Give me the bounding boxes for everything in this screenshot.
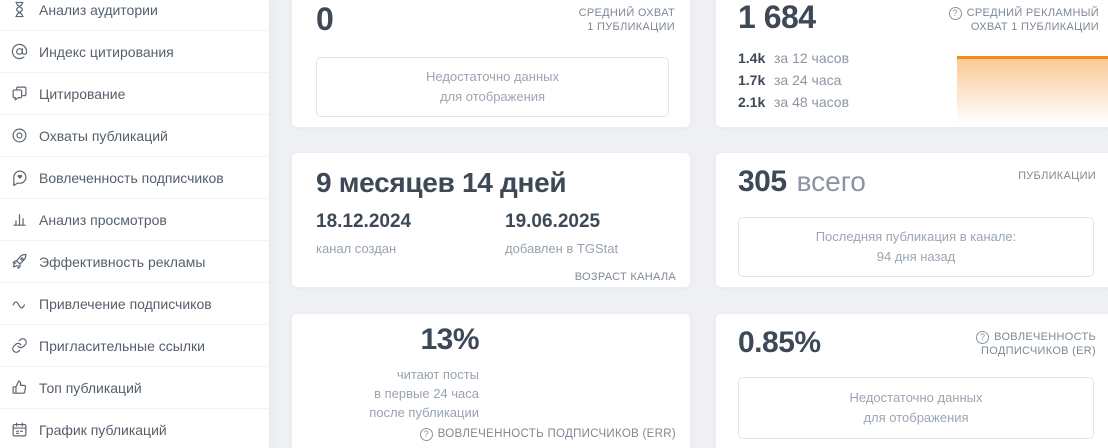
card-engagement-err: 13% читают посты в первые 24 часа после … (291, 313, 691, 448)
channel-created-date: 18.12.2024 (316, 211, 412, 232)
chats-icon (11, 85, 28, 102)
calendar-icon (11, 421, 28, 438)
at-sign-icon (11, 43, 28, 60)
ad-reach-row-24h: 1.7k за 24 часа (738, 72, 842, 88)
sidebar-item-subscriber-engagement[interactable]: Вовлеченность подписчиков (0, 157, 269, 199)
ad-reach-label: ? СРЕДНИЙ РЕКЛАМНЫЙ ОХВАТ 1 ПУБЛИКАЦИИ (948, 6, 1099, 34)
err-footer-label: ВОВЛЕЧЕННОСТЬ ПОДПИСЧИКОВ (ERR) (437, 428, 676, 440)
sidebar-item-label: Вовлеченность подписчиков (39, 169, 224, 186)
card-publications: 305 всего ПУБЛИКАЦИИ Последняя публикаци… (715, 152, 1108, 288)
sidebar-item-ad-effectiveness[interactable]: Эффективность рекламы (0, 241, 269, 283)
ad-reach-breakdown: 1.4k за 12 часов 1.7k за 24 часа 2.1k за… (738, 50, 849, 116)
sidebar-item-publication-schedule[interactable]: График публикаций (0, 409, 269, 448)
ad-reach-row-48h: 2.1k за 48 часов (738, 94, 850, 110)
er-value: 0.85% (738, 326, 821, 359)
channel-created-caption: канал создан (316, 241, 397, 256)
ad-reach-value: 1 684 (738, 0, 816, 35)
sidebar-item-publication-reach[interactable]: Охваты публикаций (0, 115, 269, 157)
err-footer: ? ВОВЛЕЧЕННОСТЬ ПОДПИСЧИКОВ (ERR) (419, 427, 676, 441)
card-average-ad-reach: 1 684 ? СРЕДНИЙ РЕКЛАМНЫЙ ОХВАТ 1 ПУБЛИК… (715, 0, 1108, 128)
no-data-placeholder: Недостаточно данных для отображения (316, 57, 669, 117)
average-reach-label: СРЕДНИЙ ОХВАТ 1 ПУБЛИКАЦИИ (578, 7, 675, 33)
sidebar-item-citation-index[interactable]: Индекс цитирования (0, 31, 269, 73)
help-icon[interactable]: ? (948, 6, 962, 20)
sidebar-item-label: Пригласительные ссылки (39, 337, 205, 354)
link-icon (11, 337, 28, 354)
sidebar-item-views-analysis[interactable]: Анализ просмотров (0, 199, 269, 241)
last-publication-info-box: Последняя публикация в канале: 94 дня на… (738, 217, 1094, 277)
sidebar-item-label: Топ публикаций (39, 379, 142, 396)
err-value-block: 13% читают посты в первые 24 часа после … (369, 325, 479, 422)
bar-chart-icon (11, 211, 28, 228)
err-caption: читают посты в первые 24 часа после публ… (369, 367, 479, 420)
no-data-placeholder: Недостаточно данных для отображения (738, 377, 1094, 439)
sidebar-item-top-publications[interactable]: Топ публикаций (0, 367, 269, 409)
sidebar-item-subscriber-acquisition[interactable]: Привлечение подписчиков (0, 283, 269, 325)
help-icon[interactable]: ? (419, 427, 433, 441)
eye-icon (11, 127, 28, 144)
sidebar-item-label: Охваты публикаций (39, 127, 168, 144)
channel-added-block: 19.06.2025 добавлен в TGStat (505, 211, 618, 256)
card-average-reach: 0 СРЕДНИЙ ОХВАТ 1 ПУБЛИКАЦИИ Недостаточн… (291, 0, 691, 128)
card-engagement-er: 0.85% ? ВОВЛЕЧЕННОСТЬ ПОДПИСЧИКОВ (ER) Н… (715, 313, 1108, 448)
channel-added-date: 19.06.2025 (505, 211, 601, 232)
help-icon[interactable]: ? (976, 330, 990, 344)
sidebar-item-label: Анализ аудитории (39, 1, 158, 18)
heart-chat-icon (11, 169, 28, 186)
ad-reach-row-12h: 1.4k за 12 часов (738, 50, 850, 66)
err-value: 13% (420, 323, 479, 356)
ad-reach-chart (957, 56, 1108, 124)
publications-total-value: 305 (738, 165, 787, 198)
er-label: ? ВОВЛЕЧЕННОСТЬ ПОДПИСЧИКОВ (ER) (976, 330, 1096, 358)
channel-age-footer-label: ВОЗРАСТ КАНАЛА (574, 271, 676, 283)
sidebar: Анализ аудитории Индекс цитирования Цити… (0, 0, 270, 448)
trend-icon (11, 295, 28, 312)
average-reach-value: 0 (316, 1, 334, 37)
sidebar-item-label: График публикаций (39, 421, 167, 438)
sidebar-item-label: Анализ просмотров (39, 211, 167, 228)
sidebar-item-label: Эффективность рекламы (39, 253, 206, 270)
thumbs-up-icon (11, 379, 28, 396)
publications-total-suffix: всего (796, 166, 866, 197)
sidebar-item-invite-links[interactable]: Пригласительные ссылки (0, 325, 269, 367)
card-channel-age: 9 месяцев 14 дней 18.12.2024 канал созда… (291, 152, 691, 288)
channel-added-caption: добавлен в TGStat (505, 241, 619, 256)
sidebar-item-label: Индекс цитирования (39, 43, 174, 60)
publications-value-line: 305 всего (738, 166, 866, 198)
hourglass-icon (11, 1, 28, 18)
sidebar-item-citations[interactable]: Цитирование (0, 73, 269, 115)
channel-created-block: 18.12.2024 канал создан (316, 211, 411, 256)
rocket-icon (11, 253, 28, 270)
sidebar-item-label: Привлечение подписчиков (39, 295, 212, 312)
sidebar-menu: Анализ аудитории Индекс цитирования Цити… (0, 0, 269, 448)
publications-label: ПУБЛИКАЦИИ (1018, 170, 1096, 182)
sidebar-item-audience-analysis[interactable]: Анализ аудитории (0, 0, 269, 31)
channel-age-value: 9 месяцев 14 дней (316, 167, 567, 198)
sidebar-item-label: Цитирование (39, 85, 126, 102)
